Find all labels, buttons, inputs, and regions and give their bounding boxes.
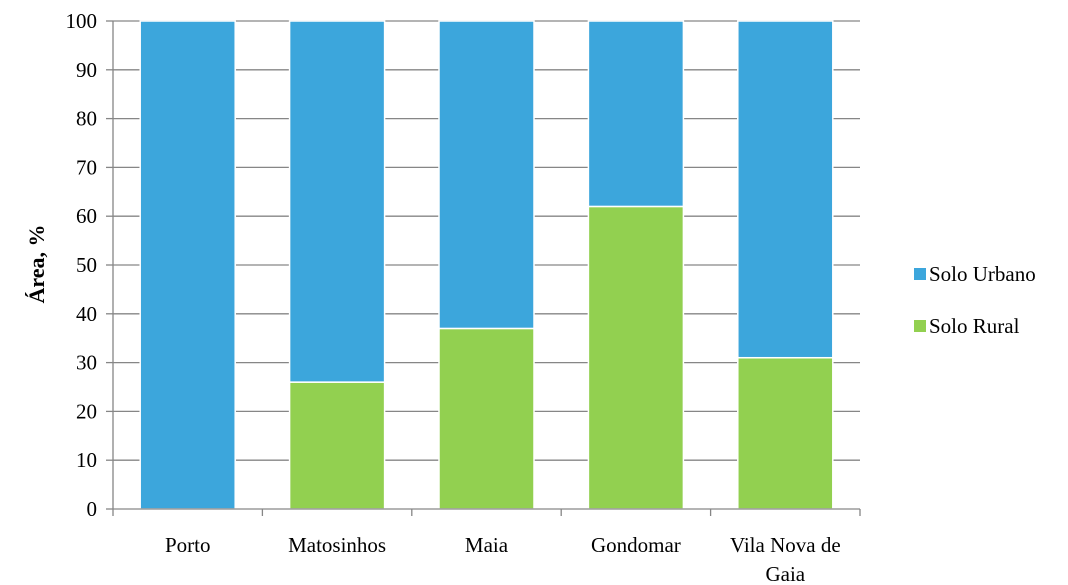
- y-tick-label: 20: [76, 399, 97, 423]
- bar-solo-urbano: [288, 20, 386, 383]
- y-tick-label: 30: [76, 351, 97, 375]
- bar-solo-rural: [587, 205, 685, 510]
- y-tick-label: 40: [76, 302, 97, 326]
- y-tick-label: 0: [87, 497, 98, 521]
- y-tick-labels: 0 10 20 30 40 50 60 70 80 90 100: [66, 9, 98, 521]
- category-label: Maia: [465, 533, 509, 557]
- y-tick-label: 90: [76, 58, 97, 82]
- y-tick-label: 10: [76, 448, 97, 472]
- legend-swatch-solo-rural: [914, 320, 926, 332]
- y-tick-label: 50: [76, 253, 97, 277]
- bar-solo-urbano: [438, 20, 535, 330]
- axes: [112, 21, 861, 516]
- legend: Solo Urbano Solo Rural: [914, 262, 1036, 338]
- category-label: Vila Nova de Gaia: [730, 533, 841, 585]
- bar-solo-rural: [288, 381, 386, 510]
- category-label: Matosinhos: [288, 533, 386, 557]
- category-labels: Porto Matosinhos Maia Gondomar Vila Nova de G…: [165, 533, 841, 585]
- bar-solo-urbano: [737, 20, 834, 359]
- bars: [139, 20, 834, 510]
- bar-solo-urbano: [139, 20, 236, 510]
- bar-solo-rural: [737, 356, 834, 510]
- legend-label-solo-urbano: Solo Urbano: [929, 262, 1036, 286]
- category-label: Porto: [165, 533, 211, 557]
- y-tick-label: 70: [76, 155, 97, 179]
- bar-solo-urbano: [587, 20, 685, 208]
- category-label: Gondomar: [591, 533, 681, 557]
- legend-label-solo-rural: Solo Rural: [929, 314, 1020, 338]
- legend-swatch-solo-urbano: [914, 268, 926, 280]
- y-tick-label: 100: [66, 9, 98, 33]
- y-tick-label: 80: [76, 107, 97, 131]
- bar-solo-rural: [438, 327, 535, 510]
- y-tick-label: 60: [76, 204, 97, 228]
- y-axis-title: Área, %: [24, 224, 49, 303]
